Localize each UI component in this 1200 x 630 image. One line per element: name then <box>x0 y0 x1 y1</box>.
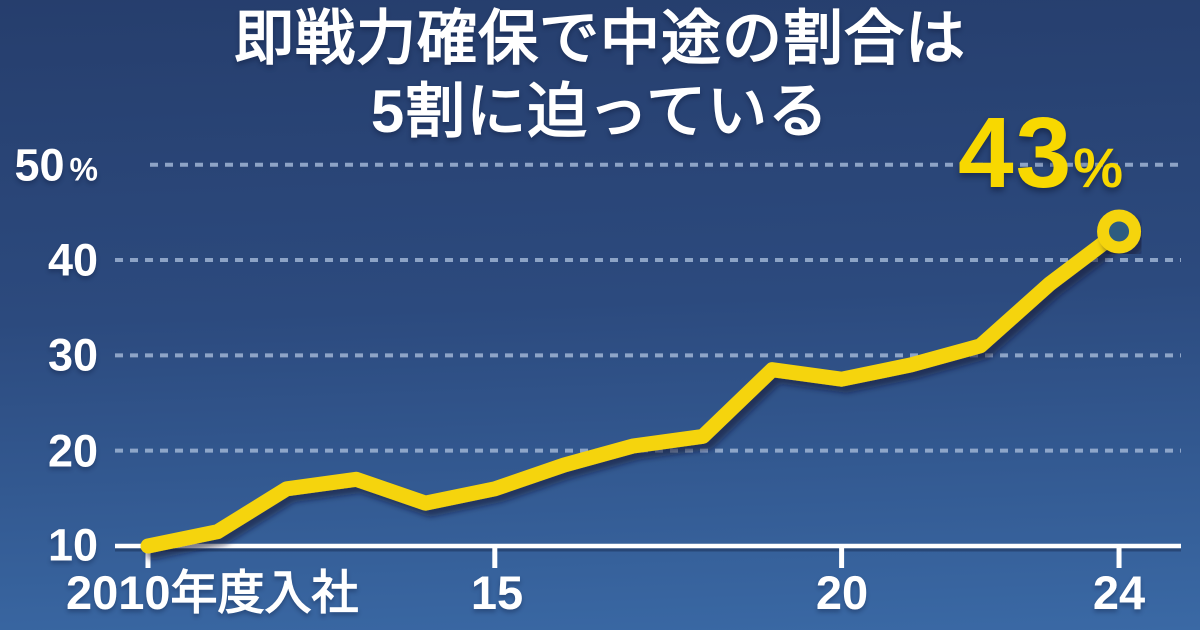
y-tick-label-40: 40 <box>0 238 98 283</box>
y-tick-value: 20 <box>47 425 98 477</box>
y-tick-value: 40 <box>47 234 98 286</box>
chart-title-line-1: 即戦力確保で中途の割合は <box>234 5 966 72</box>
y-tick-value: 30 <box>47 329 98 381</box>
x-tick-label-2010: 2010年度入社 <box>66 566 359 619</box>
x-tick-label-2024: 24 <box>1092 566 1146 619</box>
y-axis-unit: % <box>69 151 98 188</box>
y-tick-label-10: 10 <box>0 523 98 568</box>
x-tick-label-2020: 20 <box>815 566 869 619</box>
y-tick-value: 10 <box>47 519 98 571</box>
end-value-number: 43 <box>958 97 1074 209</box>
y-tick-label-30: 30 <box>0 333 98 378</box>
x-tick-label-2015: 15 <box>470 566 524 619</box>
y-tick-label-50: 50% <box>0 143 98 188</box>
y-tick-value: 50 <box>14 139 65 191</box>
chart-title-line-2: 5割に迫っている <box>370 78 830 146</box>
chart-title: 即戦力確保で中途の割合は 5割に迫っている <box>0 2 1200 148</box>
end-value-callout: 43% <box>958 103 1123 203</box>
end-value-unit: % <box>1073 136 1124 199</box>
end-point-marker <box>1097 209 1142 254</box>
y-tick-label-20: 20 <box>0 429 98 474</box>
series-line <box>140 223 1127 554</box>
